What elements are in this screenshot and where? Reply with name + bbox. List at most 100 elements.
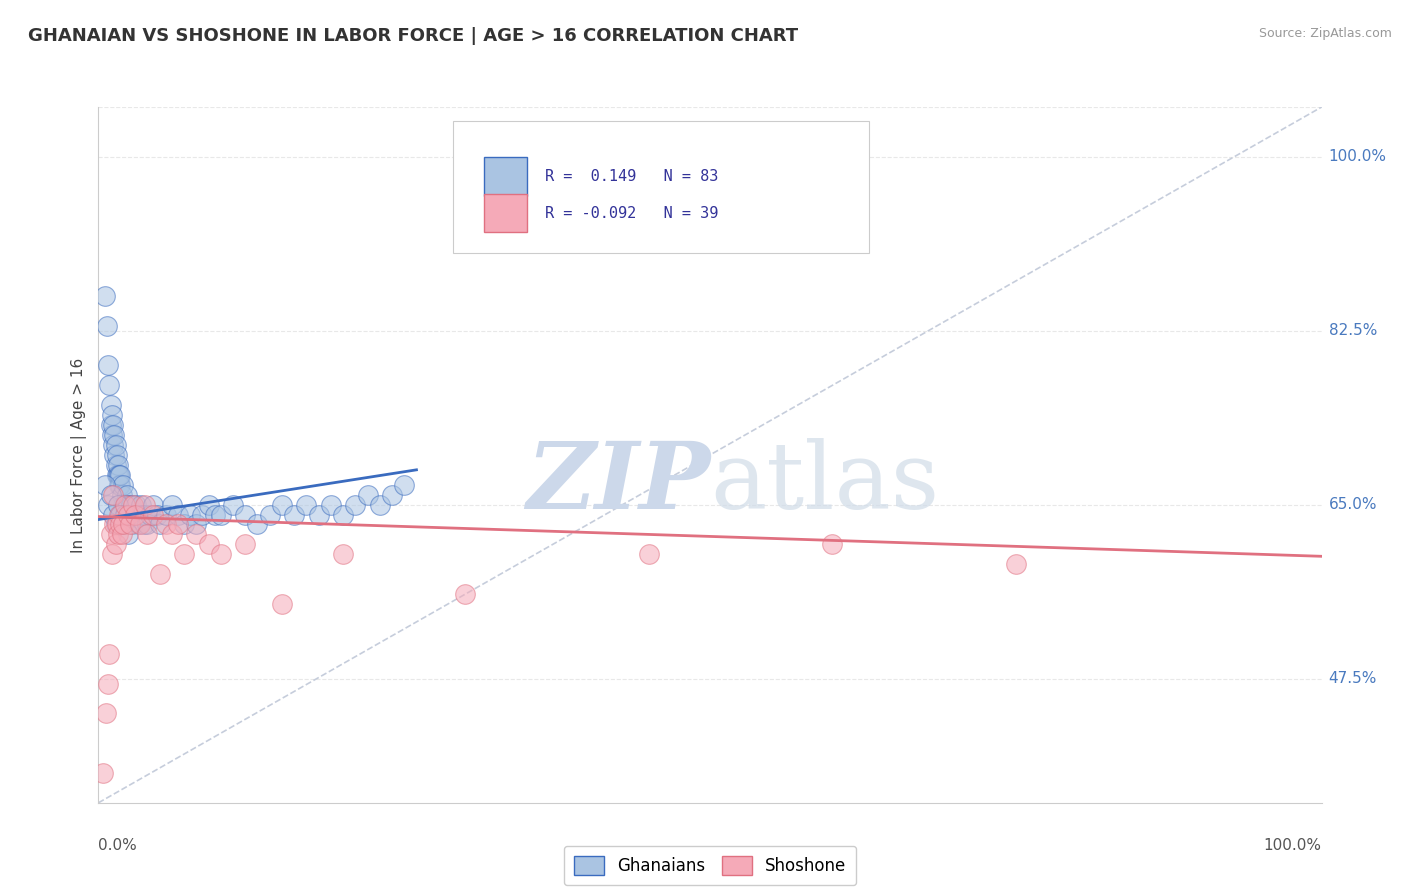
Point — [637, 547, 661, 561]
Point — [110, 517, 132, 532]
Point — [149, 517, 172, 532]
Point — [91, 766, 114, 780]
Point — [105, 448, 128, 462]
Point — [308, 508, 330, 522]
Point — [114, 498, 136, 512]
Point — [105, 467, 128, 482]
Point — [103, 428, 125, 442]
Point — [108, 467, 131, 482]
Point — [117, 508, 139, 522]
Point — [129, 498, 152, 512]
Point — [97, 498, 120, 512]
Point — [149, 567, 172, 582]
Point — [295, 498, 318, 512]
Point — [173, 547, 195, 561]
Point — [134, 498, 156, 512]
Point — [191, 508, 214, 522]
Point — [104, 537, 127, 551]
Point — [131, 508, 153, 522]
Point — [97, 676, 120, 690]
Point — [101, 488, 124, 502]
Point — [160, 527, 183, 541]
Point — [155, 517, 177, 532]
Point — [103, 517, 125, 532]
Point — [259, 508, 281, 522]
Point — [110, 467, 132, 482]
Point — [204, 508, 226, 522]
Point — [270, 597, 294, 611]
Point — [319, 498, 342, 512]
Point — [98, 378, 121, 392]
Point — [344, 498, 367, 512]
Point — [107, 458, 129, 472]
FancyBboxPatch shape — [484, 194, 526, 232]
Text: R =  0.149   N = 83: R = 0.149 N = 83 — [546, 169, 718, 184]
Text: Source: ZipAtlas.com: Source: ZipAtlas.com — [1258, 27, 1392, 40]
Point — [124, 508, 146, 522]
FancyBboxPatch shape — [453, 121, 869, 253]
Point — [222, 498, 245, 512]
Point — [115, 488, 138, 502]
Y-axis label: In Labor Force | Age > 16: In Labor Force | Age > 16 — [70, 358, 87, 552]
Point — [233, 508, 256, 522]
Point — [381, 488, 404, 502]
Point — [197, 498, 219, 512]
Point — [121, 498, 143, 512]
Point — [103, 448, 125, 462]
Point — [97, 359, 120, 373]
Point — [120, 517, 142, 532]
Text: ZIP: ZIP — [526, 438, 710, 528]
Point — [134, 508, 156, 522]
Point — [101, 418, 124, 433]
Point — [1004, 558, 1026, 572]
Point — [108, 477, 131, 491]
Point — [94, 706, 117, 721]
Point — [392, 477, 416, 491]
Point — [124, 508, 146, 522]
Point — [197, 537, 219, 551]
Point — [93, 289, 115, 303]
Point — [107, 498, 129, 512]
Point — [186, 527, 208, 541]
Point — [105, 517, 128, 532]
Point — [132, 517, 155, 532]
Point — [155, 508, 177, 522]
Text: 82.5%: 82.5% — [1329, 323, 1376, 338]
Point — [101, 508, 124, 522]
Legend: Ghanaians, Shoshone: Ghanaians, Shoshone — [564, 846, 856, 885]
Point — [233, 537, 256, 551]
Point — [120, 498, 142, 512]
Point — [101, 408, 124, 422]
Point — [136, 527, 159, 541]
Point — [111, 517, 134, 532]
Point — [111, 527, 134, 541]
Point — [93, 477, 115, 491]
Point — [111, 498, 134, 512]
Point — [107, 467, 129, 482]
Point — [821, 537, 844, 551]
Point — [100, 488, 122, 502]
Point — [368, 498, 391, 512]
Point — [112, 498, 135, 512]
Point — [121, 517, 143, 532]
Text: 100.0%: 100.0% — [1264, 838, 1322, 854]
Point — [246, 517, 269, 532]
Point — [110, 508, 132, 522]
Point — [454, 587, 477, 601]
Point — [104, 517, 127, 532]
FancyBboxPatch shape — [484, 158, 526, 195]
Point — [127, 508, 149, 522]
Text: atlas: atlas — [710, 438, 939, 528]
Point — [283, 508, 305, 522]
Point — [114, 508, 136, 522]
Point — [118, 508, 141, 522]
Text: R = -0.092   N = 39: R = -0.092 N = 39 — [546, 206, 718, 220]
Point — [167, 508, 190, 522]
Point — [173, 517, 195, 532]
Point — [209, 508, 232, 522]
Point — [104, 458, 127, 472]
Point — [142, 498, 165, 512]
Point — [270, 498, 294, 512]
Point — [100, 418, 122, 433]
Point — [139, 508, 162, 522]
